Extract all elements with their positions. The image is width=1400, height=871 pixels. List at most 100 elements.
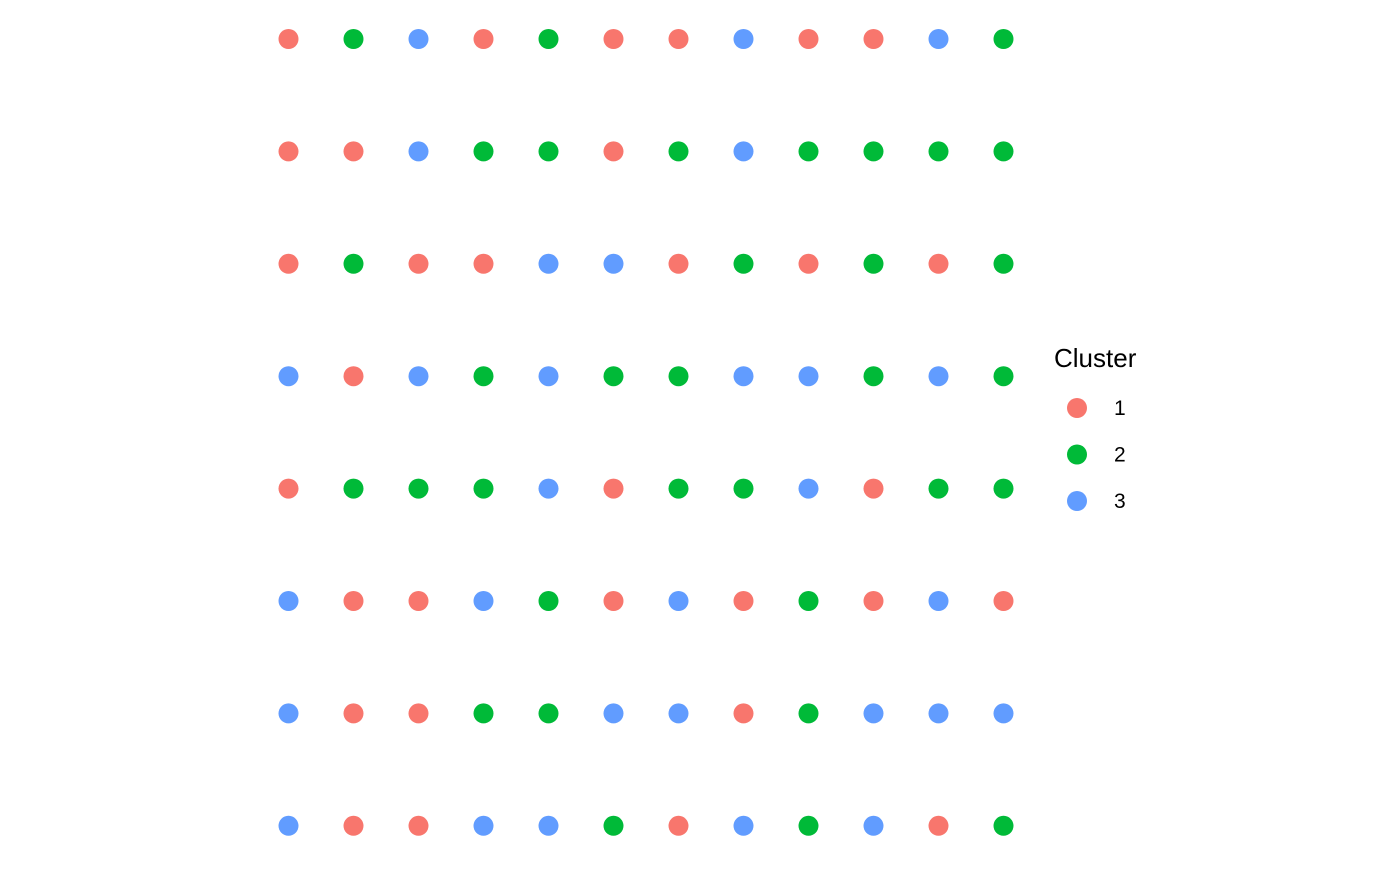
data-point (278, 591, 299, 611)
data-point (733, 29, 754, 49)
data-point (863, 815, 884, 836)
data-point (993, 366, 1014, 387)
data-point (603, 591, 624, 611)
data-point (798, 703, 819, 724)
data-point (863, 366, 884, 387)
data-point (343, 703, 364, 724)
data-point (538, 703, 559, 724)
legend-label-3: 3 (1114, 490, 1126, 513)
data-point (863, 478, 884, 499)
data-point (863, 29, 884, 49)
legend-key-3 (1067, 491, 1087, 511)
data-point (473, 815, 494, 836)
legend-key-1 (1067, 398, 1087, 418)
data-point (408, 366, 429, 387)
data-point (798, 366, 819, 387)
data-point (603, 366, 624, 387)
data-point (603, 141, 624, 162)
data-point (863, 703, 884, 724)
data-point (408, 478, 429, 499)
data-point (928, 141, 949, 162)
data-point (798, 141, 819, 162)
data-point (473, 591, 494, 611)
data-point (278, 478, 299, 499)
legend-title: Cluster (1054, 343, 1137, 373)
data-point (603, 253, 624, 274)
legend-label-2: 2 (1114, 444, 1126, 467)
data-point (668, 366, 689, 387)
legend-item-3: 3 (1067, 490, 1126, 513)
data-point (668, 253, 689, 274)
data-point (538, 366, 559, 387)
data-point (408, 29, 429, 49)
data-point (733, 141, 754, 162)
data-point (343, 253, 364, 274)
data-point (473, 253, 494, 274)
data-point (993, 703, 1014, 724)
data-point (538, 478, 559, 499)
data-point (278, 253, 299, 274)
legend-key-2 (1067, 444, 1087, 465)
data-point (993, 591, 1014, 611)
data-point (863, 253, 884, 274)
data-point (603, 478, 624, 499)
data-point (733, 366, 754, 387)
data-point (993, 815, 1014, 836)
data-point (668, 591, 689, 611)
data-point (928, 478, 949, 499)
data-point (798, 815, 819, 836)
data-point (668, 141, 689, 162)
data-point (278, 703, 299, 724)
data-point (993, 29, 1014, 49)
data-point (408, 815, 429, 836)
legend-items: 1 2 3 (1067, 397, 1126, 513)
data-point (278, 141, 299, 162)
data-point (603, 815, 624, 836)
data-point (733, 253, 754, 274)
data-point (798, 591, 819, 611)
data-point (538, 591, 559, 611)
data-point (993, 478, 1014, 499)
data-point (473, 29, 494, 49)
data-point (473, 366, 494, 387)
data-point (538, 253, 559, 274)
data-point (928, 366, 949, 387)
data-point (863, 141, 884, 162)
data-point (538, 141, 559, 162)
data-point (668, 29, 689, 49)
data-point (928, 591, 949, 611)
data-point (473, 478, 494, 499)
legend-item-1: 1 (1067, 397, 1126, 420)
data-point (798, 253, 819, 274)
data-point (473, 703, 494, 724)
data-point (668, 478, 689, 499)
data-point (408, 253, 429, 274)
points-layer (278, 29, 1014, 836)
data-point (343, 478, 364, 499)
data-point (928, 29, 949, 49)
data-point (603, 29, 624, 49)
data-point (993, 141, 1014, 162)
data-point (863, 591, 884, 611)
data-point (278, 366, 299, 387)
data-point (343, 29, 364, 49)
data-point (343, 591, 364, 611)
data-point (733, 703, 754, 724)
data-point (343, 141, 364, 162)
data-point (278, 815, 299, 836)
data-point (408, 591, 429, 611)
data-point (733, 478, 754, 499)
data-point (538, 815, 559, 836)
data-point (343, 815, 364, 836)
data-point (928, 253, 949, 274)
data-point (278, 29, 299, 49)
data-point (408, 703, 429, 724)
data-point (408, 141, 429, 162)
data-point (668, 703, 689, 724)
data-point (798, 478, 819, 499)
data-point (668, 815, 689, 836)
data-point (538, 29, 559, 49)
data-point (733, 591, 754, 611)
